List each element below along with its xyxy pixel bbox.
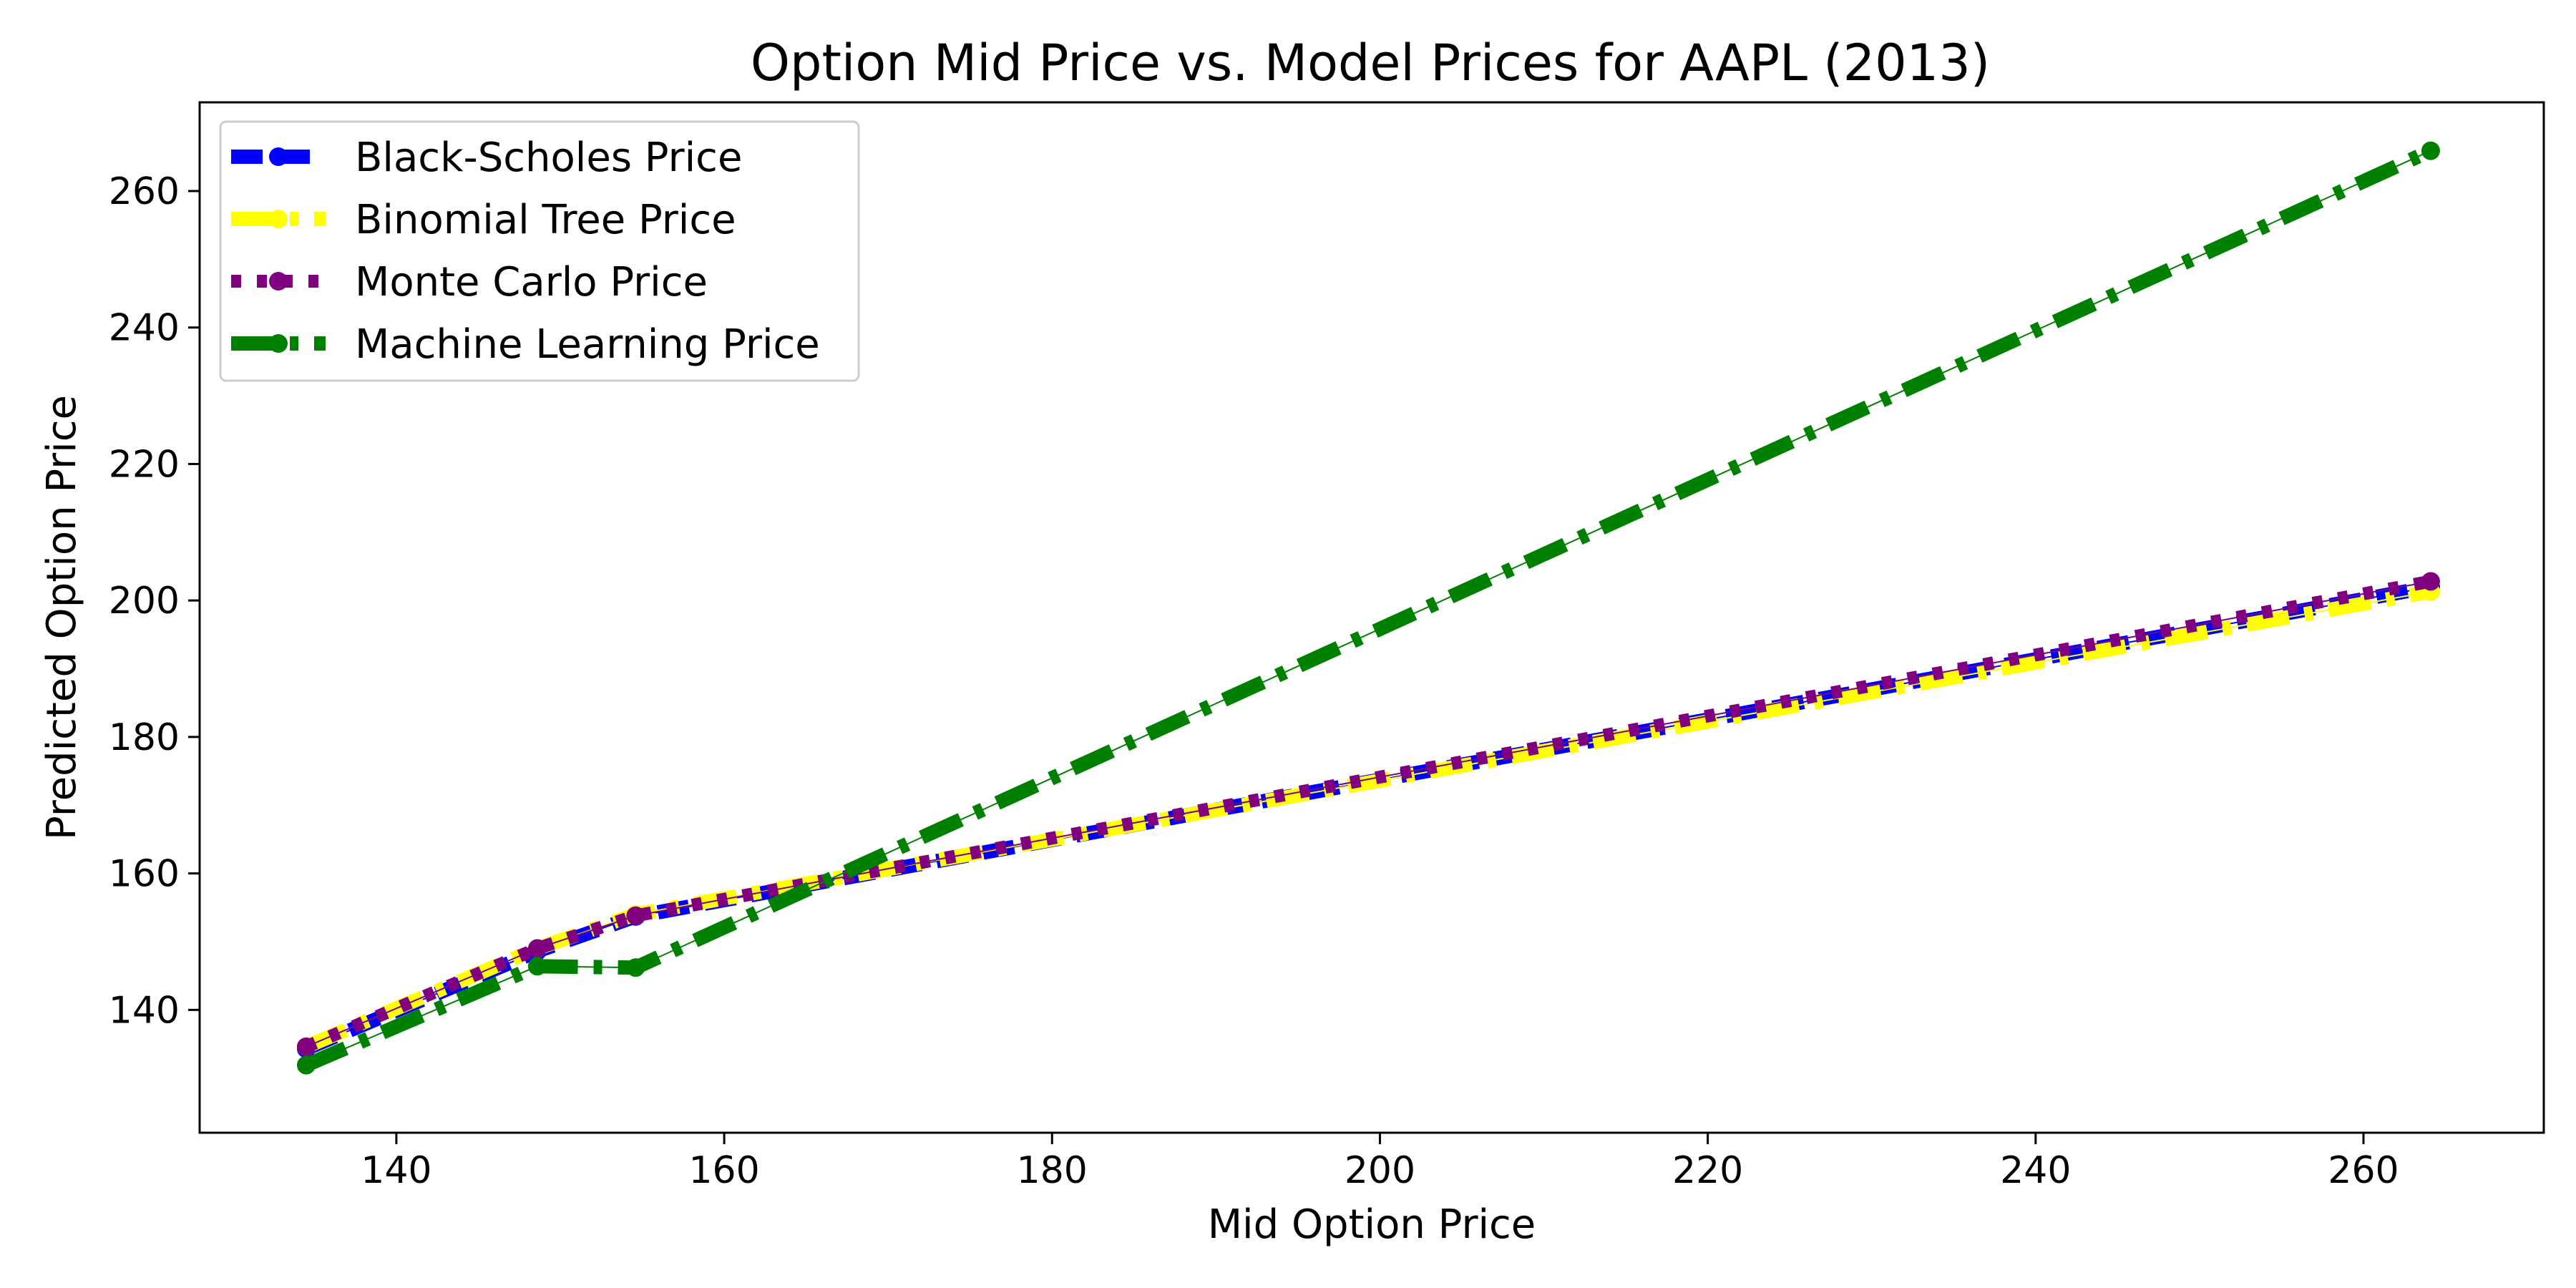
legend-item: Machine Learning Price — [231, 321, 820, 368]
x-axis-label: Mid Option Price — [1208, 1201, 1536, 1248]
series-line — [303, 575, 2432, 1053]
legend-label: Black-Scholes Price — [355, 135, 742, 181]
legend-item: Black-Scholes Price — [231, 135, 742, 181]
data-point — [626, 958, 645, 977]
y-axis: 140 160 180 200 220 240 260 — [109, 170, 200, 1032]
x-tick-label: 140 — [361, 1149, 431, 1192]
legend-frame — [219, 120, 860, 382]
y-axis-label: Predicted Option Price — [39, 395, 85, 840]
legend-marker-swatch — [269, 210, 288, 228]
y-tick-label: 260 — [109, 170, 180, 213]
plot-area — [198, 101, 2545, 1134]
legend-marker-swatch — [269, 334, 288, 353]
x-tick-label: 180 — [1017, 1149, 1088, 1192]
data-point — [2421, 572, 2440, 591]
legend-marker-swatch — [269, 272, 288, 291]
data-point — [626, 906, 645, 925]
series-layer — [296, 141, 2440, 1075]
legend-marker-swatch — [269, 147, 288, 166]
data-point — [527, 957, 547, 976]
x-tick-label: 240 — [2000, 1149, 2071, 1192]
y-tick-label: 240 — [109, 307, 180, 350]
x-tick-label: 220 — [1672, 1149, 1743, 1192]
legend: Black-Scholes Price Binomial Tree Price Mo… — [219, 120, 860, 382]
y-tick-label: 220 — [109, 443, 180, 486]
data-point — [527, 939, 547, 958]
x-tick-label: 260 — [2328, 1149, 2399, 1192]
y-tick-label: 140 — [109, 989, 180, 1032]
legend-item: Binomial Tree Price — [231, 197, 736, 243]
data-point — [2421, 141, 2440, 160]
data-point — [296, 1055, 316, 1075]
legend-label: Monte Carlo Price — [355, 259, 708, 306]
x-tick-label: 200 — [1345, 1149, 1415, 1192]
series-line — [303, 144, 2434, 1072]
legend-label: Binomial Tree Price — [355, 197, 736, 243]
x-axis: 140 160 180 200 220 240 260 — [361, 1133, 2399, 1192]
y-tick-label: 160 — [109, 853, 180, 896]
legend-item: Monte Carlo Price — [231, 259, 708, 306]
data-point — [296, 1037, 316, 1056]
series-3 — [296, 572, 2440, 1056]
plot-frame — [198, 101, 2545, 1134]
legend-label: Machine Learning Price — [355, 321, 820, 368]
x-tick-label: 160 — [688, 1149, 759, 1192]
chart-title: Option Mid Price vs. Model Prices for AA… — [751, 34, 1990, 92]
y-tick-label: 180 — [109, 716, 180, 759]
series-4 — [296, 141, 2440, 1075]
y-tick-label: 200 — [109, 580, 180, 623]
